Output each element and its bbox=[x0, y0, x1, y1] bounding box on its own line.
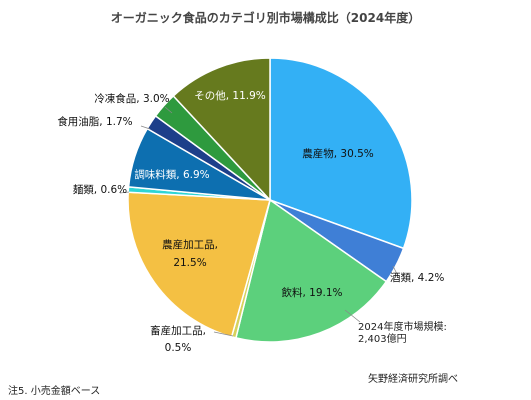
chart-title: オーガニック食品のカテゴリ別市場構成比（2024年度） bbox=[110, 11, 421, 25]
leader-line-4 bbox=[213, 331, 234, 337]
market-size-label: 2024年度市場規模: bbox=[358, 322, 447, 333]
pie-slice-10 bbox=[172, 57, 271, 202]
leader-line-8 bbox=[140, 125, 151, 130]
market-size-annotation: 2024年度市場規模: 2,403億円 bbox=[358, 322, 447, 346]
slice-label-8: 食用油脂, 1.7% bbox=[57, 115, 132, 128]
leader-line-6 bbox=[119, 191, 130, 194]
slice-label-4: 畜産加工品, bbox=[150, 324, 206, 337]
slice-label-6: 麺類, 0.6% bbox=[73, 183, 127, 196]
footnote: 注5. 小売金額ベース bbox=[8, 386, 101, 397]
leader-line-9 bbox=[164, 106, 173, 114]
slice-label-value-4: 0.5% bbox=[165, 342, 192, 354]
pie-slice-1 bbox=[269, 57, 413, 250]
slice-label-7: 調味料類, 6.9% bbox=[134, 168, 209, 181]
source-note: 矢野経済研究所調べ bbox=[368, 374, 458, 385]
slice-label-value-5: 21.5% bbox=[173, 257, 206, 269]
slice-label-1: 農産物, 30.5% bbox=[302, 147, 374, 160]
leader-line-2 bbox=[392, 265, 399, 277]
slice-label-2: 酒類, 4.2% bbox=[390, 271, 444, 284]
slice-label-3: 飲料, 19.1% bbox=[281, 286, 342, 299]
slice-label-10: その他, 11.9% bbox=[194, 89, 266, 102]
slice-label-5: 農産加工品, bbox=[162, 238, 218, 251]
pie-slice-5 bbox=[127, 191, 271, 338]
market-size-leader-line bbox=[344, 309, 361, 323]
market-size-value: 2,403億円 bbox=[358, 334, 407, 345]
pie-slice-3 bbox=[235, 198, 388, 343]
slice-label-9: 冷凍食品, 3.0% bbox=[94, 92, 169, 105]
